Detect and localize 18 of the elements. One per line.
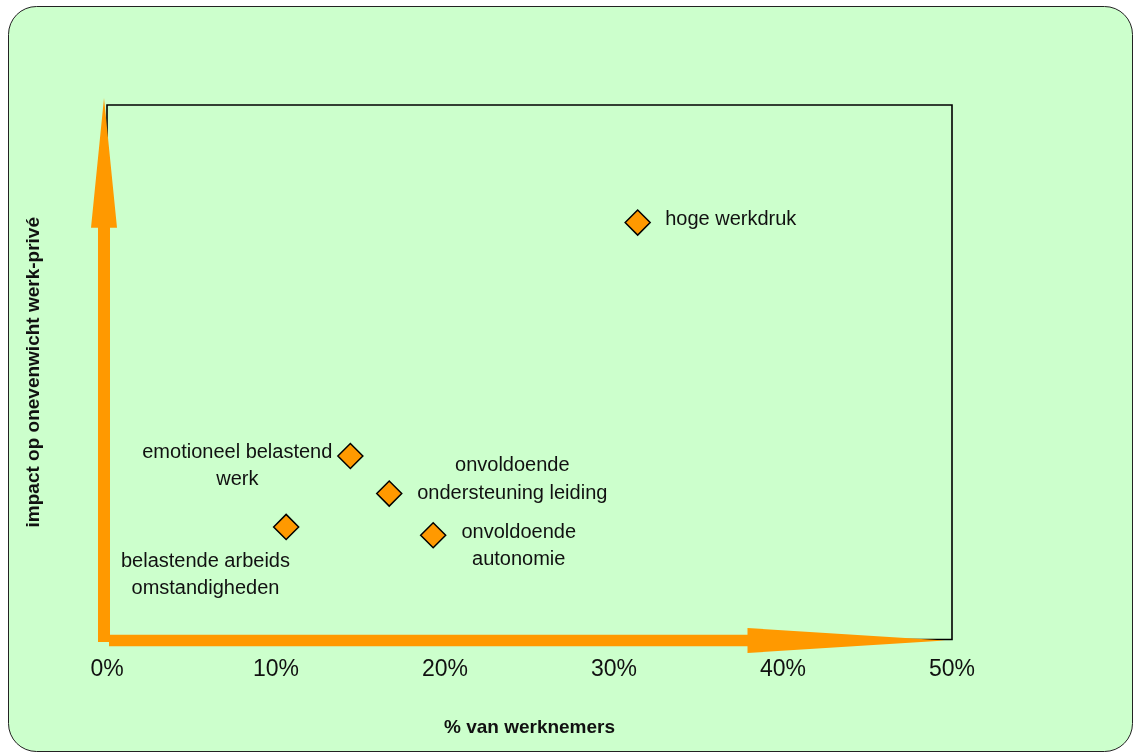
point: [337, 442, 364, 470]
x-tick-label: 30%: [590, 655, 638, 682]
x-tick-label: 10%: [252, 655, 300, 682]
annotation: emotioneel belastend werk: [142, 439, 333, 490]
annotation: onvoldoende autonomie: [461, 519, 577, 570]
annotation: hoge werkdruk: [665, 206, 798, 229]
annotation: belastende arbeids omstandigheden: [120, 548, 290, 599]
x-tick-label: 40%: [759, 655, 807, 682]
point: [624, 209, 651, 236]
y-axis-title: impact op onevenwicht werk-privé: [22, 217, 44, 528]
point: [375, 480, 403, 507]
annotation: onvoldoende ondersteuning leiding: [417, 453, 608, 503]
point: [272, 513, 300, 541]
x-tick-label: 0%: [90, 655, 124, 682]
x-tick-label: 50%: [928, 655, 976, 682]
x-tick-label: 20%: [421, 655, 469, 682]
x-axis-title: % van werknemers: [443, 716, 616, 738]
point: [419, 522, 447, 549]
